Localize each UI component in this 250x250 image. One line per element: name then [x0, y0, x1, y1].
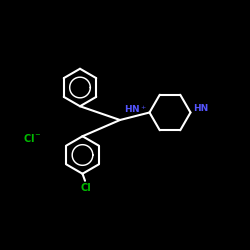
Text: Cl$^-$: Cl$^-$	[23, 132, 42, 143]
Text: HN: HN	[194, 104, 209, 113]
Text: HN$^+$: HN$^+$	[124, 104, 146, 115]
Text: Cl: Cl	[81, 183, 92, 193]
